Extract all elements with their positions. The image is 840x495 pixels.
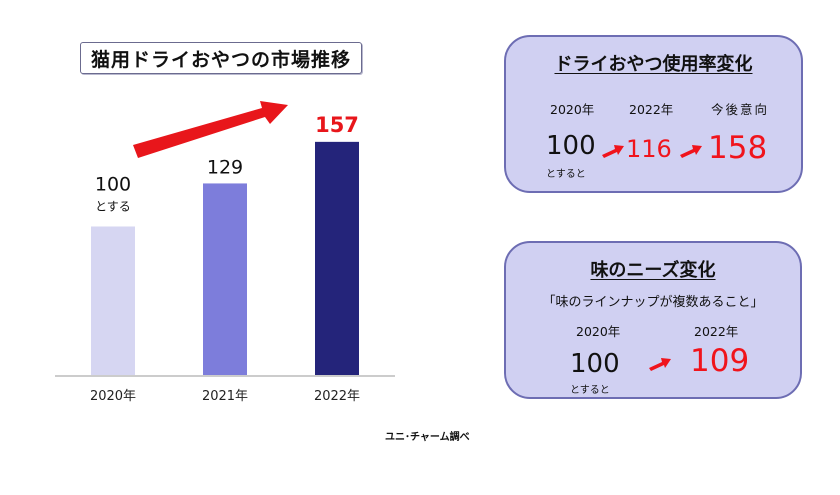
usage-year-2020: 2020年	[550, 102, 595, 117]
usage-panel-title: ドライおやつ使用率変化	[554, 54, 753, 75]
chart-title: 猫用ドライおやつの市場推移	[80, 42, 362, 74]
usage-arrow-icon-1	[602, 145, 624, 158]
bar-2022年	[315, 141, 359, 375]
usage-future-intent: 今後意向	[711, 102, 770, 117]
usage-arrow-icon-2	[680, 145, 702, 158]
needs-base-note: とすると	[570, 385, 610, 396]
needs-quote: 「味のラインナップが複数あること」	[542, 295, 764, 310]
needs-year-2022: 2022年	[694, 324, 739, 339]
base-note-label: とする	[95, 200, 131, 214]
bar-value-label: 157	[315, 113, 359, 137]
usage-year-2022: 2022年	[629, 102, 674, 117]
bar-2021年	[203, 183, 247, 375]
needs-value-2022: 109	[690, 343, 750, 379]
x-tick-label: 2021年	[202, 389, 248, 404]
usage-base-note: とすると	[546, 169, 586, 180]
bar-value-label: 129	[207, 156, 243, 178]
x-tick-label: 2020年	[90, 389, 136, 404]
needs-base-value: 100	[570, 349, 620, 379]
needs-year-2020: 2020年	[576, 324, 621, 339]
bar-value-label: 100	[95, 174, 131, 196]
usage-change-panel: ドライおやつ使用率変化 2020年 2022年 今後意向 100 とすると 11…	[504, 35, 803, 193]
usage-base-value: 100	[546, 131, 596, 161]
taste-needs-panel: 味のニーズ変化 「味のラインナップが複数あること」 2020年 2022年 10…	[504, 241, 802, 399]
usage-value-future: 158	[708, 130, 768, 166]
needs-panel-title: 味のニーズ変化	[590, 260, 716, 281]
trend-arrow	[133, 101, 288, 158]
x-tick-label: 2022年	[314, 389, 360, 404]
bar-2020年	[91, 226, 135, 375]
usage-value-2022: 116	[626, 135, 672, 163]
needs-arrow-icon	[649, 358, 671, 371]
source-note: ユニ･チャーム調べ	[385, 432, 470, 443]
